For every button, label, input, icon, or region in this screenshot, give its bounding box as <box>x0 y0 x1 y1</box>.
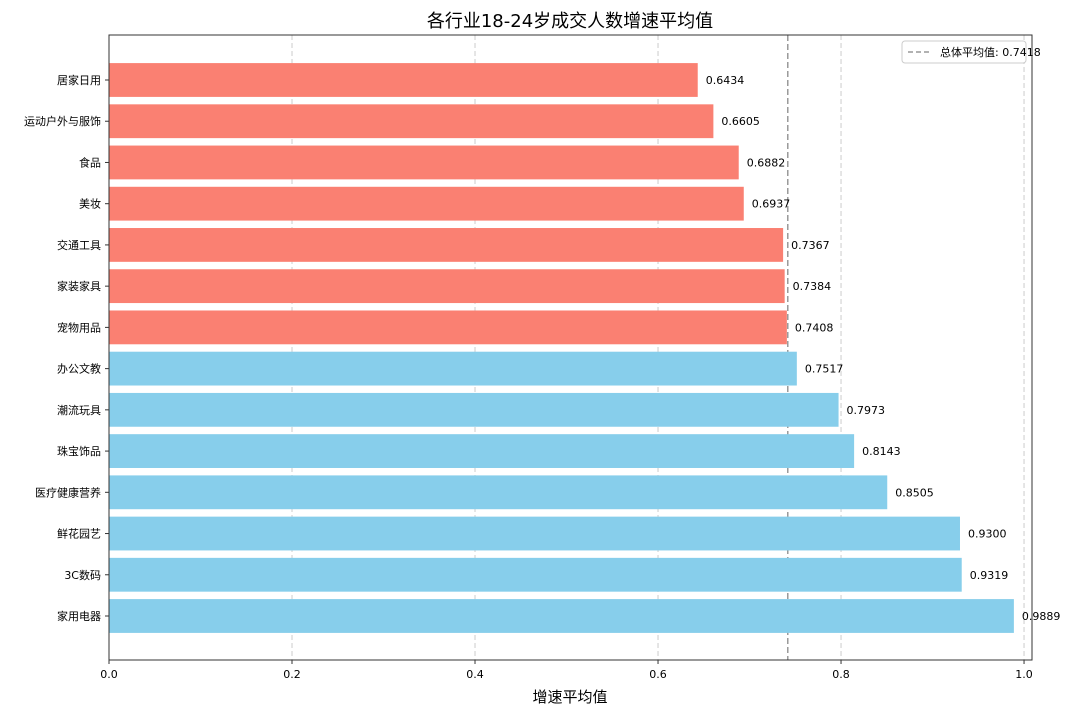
data-label: 0.7384 <box>793 280 832 293</box>
data-label: 0.8505 <box>895 486 934 499</box>
bar <box>109 599 1014 633</box>
y-tick-label: 3C数码 <box>64 569 101 582</box>
x-tick-label: 0.6 <box>649 668 667 681</box>
bar <box>109 351 797 386</box>
bar <box>109 186 744 221</box>
y-tick-label: 运动户外与服饰 <box>24 114 101 128</box>
y-tick-label: 珠宝饰品 <box>57 444 101 458</box>
y-tick-label: 家装家具 <box>57 279 101 293</box>
data-label: 0.7973 <box>847 404 886 417</box>
data-label: 0.7517 <box>805 363 844 376</box>
y-tick-label: 宠物用品 <box>57 320 101 334</box>
bar <box>109 269 785 304</box>
x-tick-labels: 0.0 0.2 0.4 0.6 0.8 1.0 <box>100 660 1033 681</box>
bar <box>109 516 960 551</box>
data-label: 0.6605 <box>721 115 760 128</box>
legend-label: 总体平均值: 0.7418 <box>940 45 1041 59</box>
bar <box>109 228 784 262</box>
x-tick-label: 0.4 <box>466 668 484 681</box>
bar <box>109 557 962 592</box>
x-axis-label: 增速平均值 <box>532 688 607 706</box>
data-label: 0.6937 <box>752 198 791 211</box>
bar <box>109 475 888 510</box>
y-tick-label: 潮流玩具 <box>57 403 101 417</box>
bar <box>109 392 839 427</box>
data-label: 0.6882 <box>747 156 786 169</box>
data-label: 0.9300 <box>968 528 1007 541</box>
bar <box>109 310 787 345</box>
data-labels: 0.6434 0.6605 0.6882 0.6937 0.7367 0.7384 0.74… <box>706 74 1061 623</box>
data-label: 0.6434 <box>706 74 745 87</box>
y-tick-label: 居家日用 <box>57 73 101 87</box>
bar <box>109 104 714 139</box>
y-tick-labels: 居家日用运动户外与服饰食品美妆交通工具家装家具宠物用品办公文教潮流玩具珠宝饰品医… <box>24 73 109 623</box>
bar <box>109 145 739 180</box>
grid-lines <box>291 35 1025 660</box>
y-tick-label: 家用电器 <box>57 609 101 623</box>
x-tick-label: 0.0 <box>100 668 118 681</box>
legend: 总体平均值: 0.7418 <box>901 40 1041 64</box>
y-tick-label: 美妆 <box>79 198 101 211</box>
y-tick-label: 食品 <box>79 155 101 169</box>
x-tick-label: 0.2 <box>283 668 301 681</box>
y-tick-label: 鲜花园艺 <box>57 527 101 541</box>
data-label: 0.9889 <box>1022 610 1061 623</box>
y-tick-label: 医疗健康营养 <box>35 485 101 499</box>
bars <box>109 63 1014 633</box>
y-tick-label: 交通工具 <box>57 238 101 252</box>
y-tick-label: 办公文教 <box>57 362 101 376</box>
data-label: 0.7408 <box>795 321 834 334</box>
legend-box <box>901 40 1027 64</box>
bar <box>109 63 698 97</box>
plot-frame <box>108 34 1033 661</box>
bar <box>109 434 855 468</box>
data-label: 0.9319 <box>970 569 1009 582</box>
x-tick-label: 0.8 <box>832 668 850 681</box>
data-label: 0.7367 <box>791 239 830 252</box>
chart-title: 各行业18-24岁成交人数增速平均值 <box>427 11 713 32</box>
data-label: 0.8143 <box>862 445 901 458</box>
x-tick-label: 1.0 <box>1015 668 1033 681</box>
